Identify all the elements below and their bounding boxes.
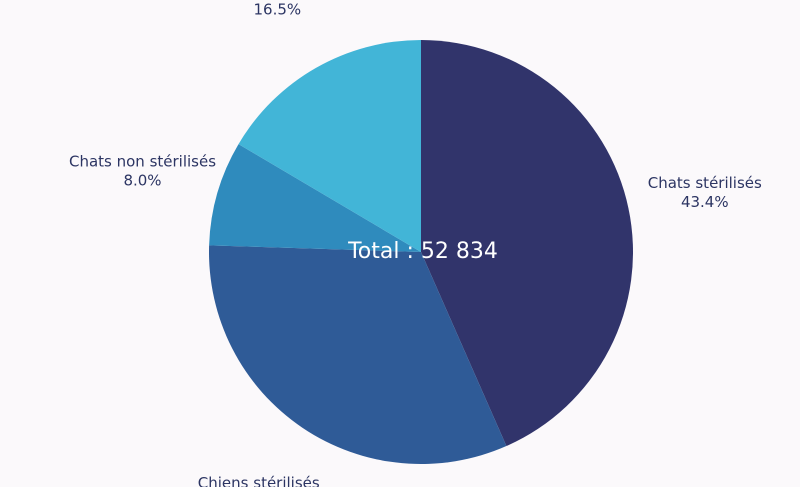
slice-value-chats-sterilises: 43.4%	[681, 193, 729, 211]
slice-value-chats-non-sterilises: 8.0%	[123, 172, 161, 190]
total-label: Total : 52 834	[347, 239, 498, 264]
slice-label-chats-non-sterilises: Chats non stérilisés	[69, 153, 216, 171]
pie-slice-chats-non-sterilises	[209, 144, 421, 252]
pie-slices	[209, 40, 633, 464]
pie-slice-chats-sterilises	[421, 40, 633, 447]
slice-value-chiens-non-sterilises: 16.5%	[253, 1, 301, 19]
pie-slice-chiens-sterilises	[209, 245, 507, 464]
slice-label-chats-sterilises: Chats stérilisés	[648, 174, 762, 192]
pie-slice-chiens-non-sterilises	[238, 40, 421, 252]
slice-label-chiens-sterilises: Chiens stérilisés	[198, 474, 320, 487]
